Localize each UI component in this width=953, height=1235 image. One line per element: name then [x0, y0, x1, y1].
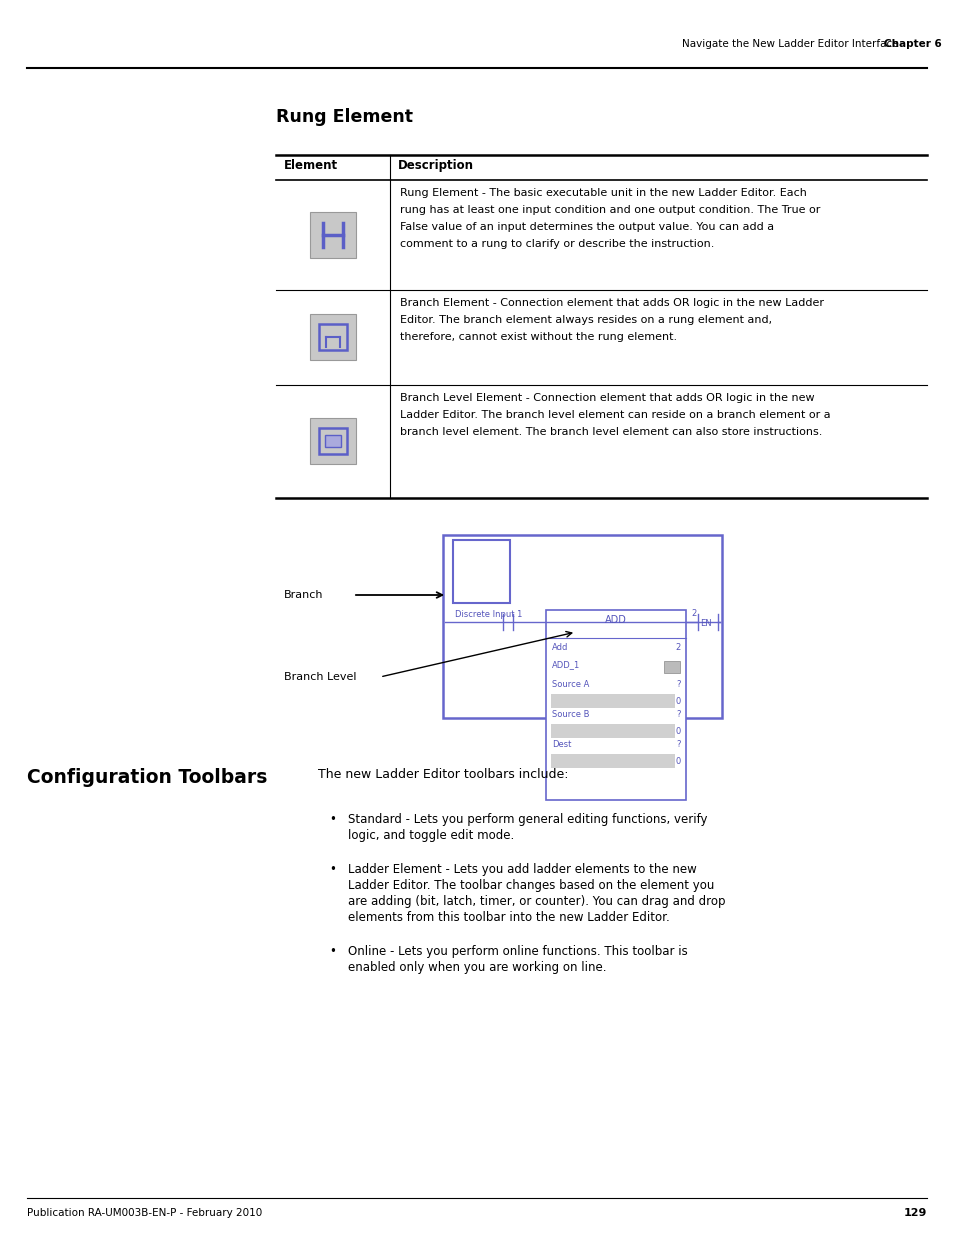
- Text: Add: Add: [552, 643, 568, 652]
- Text: 2: 2: [690, 609, 696, 618]
- Text: branch level element. The branch level element can also store instructions.: branch level element. The branch level e…: [399, 427, 821, 437]
- Text: 2: 2: [675, 643, 680, 652]
- Text: Element: Element: [284, 159, 337, 172]
- Bar: [453, 540, 510, 603]
- Bar: [318, 429, 347, 454]
- Text: ADD_1: ADD_1: [552, 659, 579, 669]
- Text: 0: 0: [675, 697, 680, 706]
- Bar: [551, 755, 675, 768]
- Text: ?: ?: [676, 740, 680, 748]
- Text: Online - Lets you perform online functions. This toolbar is: Online - Lets you perform online functio…: [348, 945, 687, 958]
- Text: Publication RA-UM003B-EN-P - February 2010: Publication RA-UM003B-EN-P - February 20…: [27, 1208, 262, 1218]
- Text: Chapter 6: Chapter 6: [883, 40, 941, 49]
- Text: •: •: [329, 945, 335, 958]
- Text: ?: ?: [676, 680, 680, 689]
- Text: Source A: Source A: [552, 680, 589, 689]
- Text: elements from this toolbar into the new Ladder Editor.: elements from this toolbar into the new …: [348, 911, 669, 924]
- Text: Branch Level: Branch Level: [284, 672, 356, 682]
- Text: Ladder Element - Lets you add ladder elements to the new: Ladder Element - Lets you add ladder ele…: [348, 863, 696, 876]
- Text: ?: ?: [676, 710, 680, 719]
- Text: therefore, cannot exist without the rung element.: therefore, cannot exist without the rung…: [399, 332, 677, 342]
- Text: Ladder Editor. The branch level element can reside on a branch element or a: Ladder Editor. The branch level element …: [399, 410, 830, 420]
- Text: comment to a rung to clarify or describe the instruction.: comment to a rung to clarify or describe…: [399, 240, 714, 249]
- Text: Branch Element - Connection element that adds OR logic in the new Ladder: Branch Element - Connection element that…: [399, 298, 823, 308]
- Text: 129: 129: [902, 1208, 926, 1218]
- Text: ADD: ADD: [604, 615, 626, 625]
- Text: Ladder Editor. The toolbar changes based on the element you: Ladder Editor. The toolbar changes based…: [348, 879, 714, 892]
- Bar: [318, 324, 347, 350]
- Bar: [325, 435, 340, 447]
- Bar: [545, 610, 685, 800]
- Text: Rung Element - The basic executable unit in the new Ladder Editor. Each: Rung Element - The basic executable unit…: [399, 188, 806, 198]
- Bar: [663, 661, 679, 673]
- Text: Configuration Toolbars: Configuration Toolbars: [27, 768, 267, 787]
- Text: rung has at least one input condition and one output condition. The True or: rung has at least one input condition an…: [399, 205, 820, 215]
- Bar: [310, 212, 355, 258]
- Text: Navigate the New Ladder Editor Interface: Navigate the New Ladder Editor Interface: [681, 40, 898, 49]
- Bar: [310, 314, 355, 359]
- Text: False value of an input determines the output value. You can add a: False value of an input determines the o…: [399, 222, 773, 232]
- Text: Source B: Source B: [552, 710, 589, 719]
- Text: Dest: Dest: [552, 740, 571, 748]
- Text: Discrete Input 1: Discrete Input 1: [455, 610, 522, 619]
- Bar: [551, 724, 675, 739]
- Text: EN: EN: [700, 619, 711, 627]
- Text: Description: Description: [397, 159, 474, 172]
- Text: Rung Element: Rung Element: [275, 107, 413, 126]
- Bar: [551, 694, 675, 708]
- Text: enabled only when you are working on line.: enabled only when you are working on lin…: [348, 961, 606, 974]
- Text: The new Ladder Editor toolbars include:: The new Ladder Editor toolbars include:: [317, 768, 568, 781]
- Text: 0: 0: [675, 727, 680, 736]
- Text: are adding (bit, latch, timer, or counter). You can drag and drop: are adding (bit, latch, timer, or counte…: [348, 895, 724, 908]
- Text: Branch: Branch: [284, 590, 323, 600]
- Text: logic, and toggle edit mode.: logic, and toggle edit mode.: [348, 829, 514, 842]
- Text: •: •: [329, 863, 335, 876]
- Bar: [442, 535, 721, 718]
- Text: Branch Level Element - Connection element that adds OR logic in the new: Branch Level Element - Connection elemen…: [399, 393, 814, 403]
- Text: Editor. The branch element always resides on a rung element and,: Editor. The branch element always reside…: [399, 315, 771, 325]
- Text: •: •: [329, 813, 335, 826]
- Bar: [310, 417, 355, 464]
- Text: Standard - Lets you perform general editing functions, verify: Standard - Lets you perform general edit…: [348, 813, 707, 826]
- Text: 0: 0: [675, 757, 680, 766]
